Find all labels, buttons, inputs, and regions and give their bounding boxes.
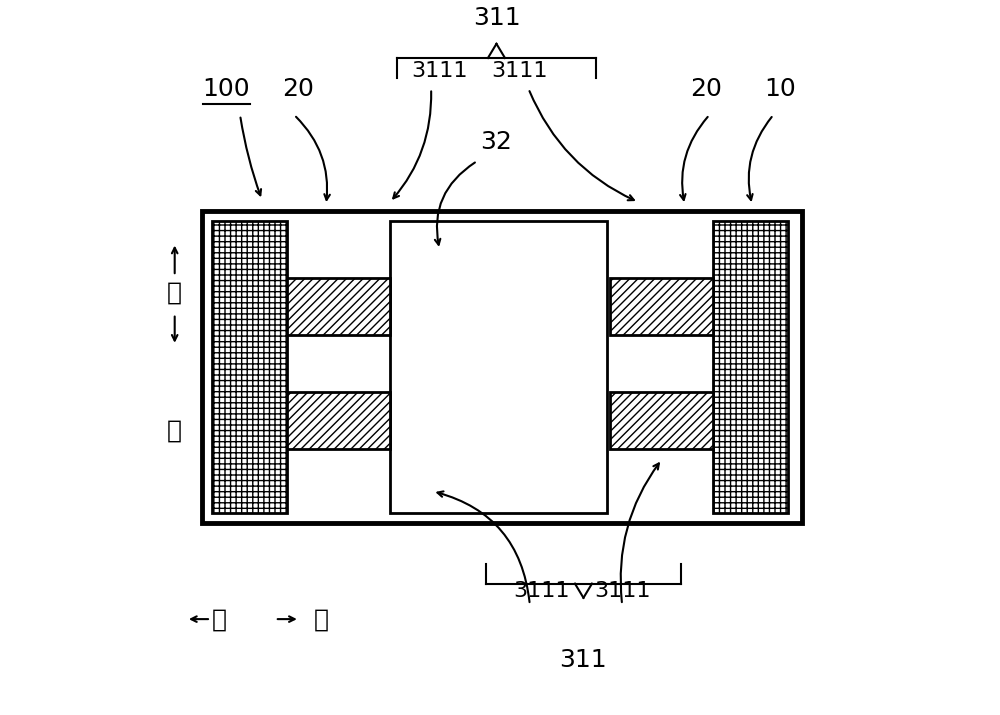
Text: 32: 32 bbox=[481, 130, 512, 154]
Bar bbox=[212, 222, 287, 513]
Bar bbox=[287, 392, 390, 448]
Text: 10: 10 bbox=[765, 77, 796, 101]
Text: 3111: 3111 bbox=[411, 61, 468, 81]
Bar bbox=[610, 392, 713, 448]
Bar bbox=[287, 278, 390, 335]
Text: 后: 后 bbox=[167, 280, 182, 305]
Bar bbox=[610, 278, 713, 335]
Text: 311: 311 bbox=[473, 6, 520, 29]
Text: 100: 100 bbox=[203, 77, 250, 101]
Text: 20: 20 bbox=[690, 77, 722, 101]
Text: 左: 左 bbox=[212, 607, 227, 631]
Text: 3111: 3111 bbox=[594, 581, 650, 601]
Text: 311: 311 bbox=[559, 649, 607, 672]
Bar bbox=[390, 222, 607, 513]
Text: 20: 20 bbox=[282, 77, 314, 101]
Text: 前: 前 bbox=[167, 419, 182, 443]
Bar bbox=[202, 211, 802, 523]
Text: 3111: 3111 bbox=[513, 581, 569, 601]
Text: 3111: 3111 bbox=[492, 61, 548, 81]
Text: 右: 右 bbox=[314, 607, 329, 631]
Bar bbox=[713, 222, 788, 513]
